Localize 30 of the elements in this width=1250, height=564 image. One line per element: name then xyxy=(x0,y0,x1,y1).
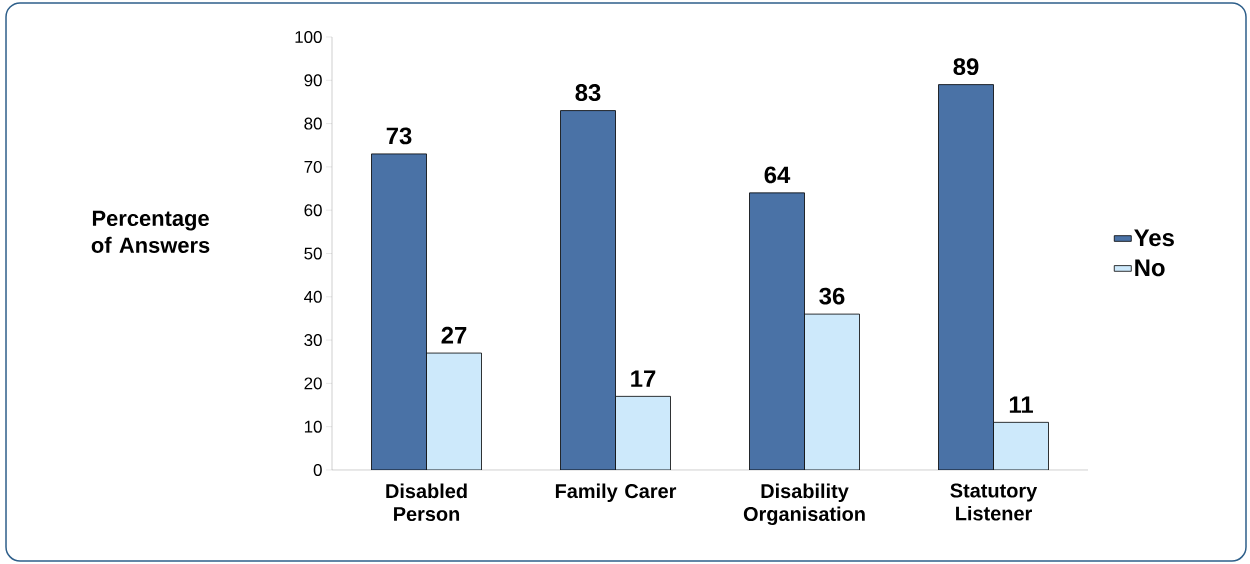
data-label: 83 xyxy=(575,84,601,102)
y-tick-label: 20 xyxy=(304,377,322,390)
legend-label: Yes xyxy=(1134,229,1174,247)
data-label: 17 xyxy=(631,370,656,387)
data-label: 89 xyxy=(953,58,979,76)
y-tick-label: 60 xyxy=(304,204,322,217)
data-label: 27 xyxy=(441,326,467,344)
data-label: 64 xyxy=(764,166,791,184)
bar xyxy=(993,421,1049,470)
y-tick-label: 10 xyxy=(304,420,322,433)
y-tick-label: 70 xyxy=(304,160,322,173)
y-tick-label: 90 xyxy=(304,74,322,87)
bar xyxy=(615,395,671,470)
x-tick-label: Family Carer xyxy=(555,483,677,503)
y-tick-label: 100 xyxy=(295,30,322,43)
y-axis-title: Percentage of Answers xyxy=(91,210,210,253)
data-label: 73 xyxy=(386,127,412,145)
y-tick-label: 40 xyxy=(304,290,322,303)
data-label: 36 xyxy=(819,287,845,305)
y-tick-label: 30 xyxy=(304,334,322,347)
x-tick-label: Disabled Person xyxy=(386,483,467,522)
x-tick-label: Disability Organisation xyxy=(743,483,865,526)
y-tick-label: 50 xyxy=(304,247,322,260)
data-label: 11 xyxy=(1009,396,1033,413)
y-tick-label: 0 xyxy=(313,463,322,476)
bar xyxy=(804,313,860,470)
bar xyxy=(426,352,482,470)
x-tick-label: Statutory Listener xyxy=(950,483,1038,521)
legend-label: No xyxy=(1135,259,1165,277)
y-tick-label: 80 xyxy=(304,117,322,130)
